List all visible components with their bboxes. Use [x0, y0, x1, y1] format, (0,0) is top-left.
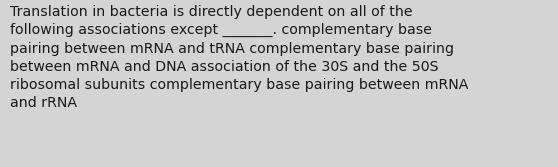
Text: Translation in bacteria is directly dependent on all of the
following associatio: Translation in bacteria is directly depe…	[10, 5, 468, 110]
